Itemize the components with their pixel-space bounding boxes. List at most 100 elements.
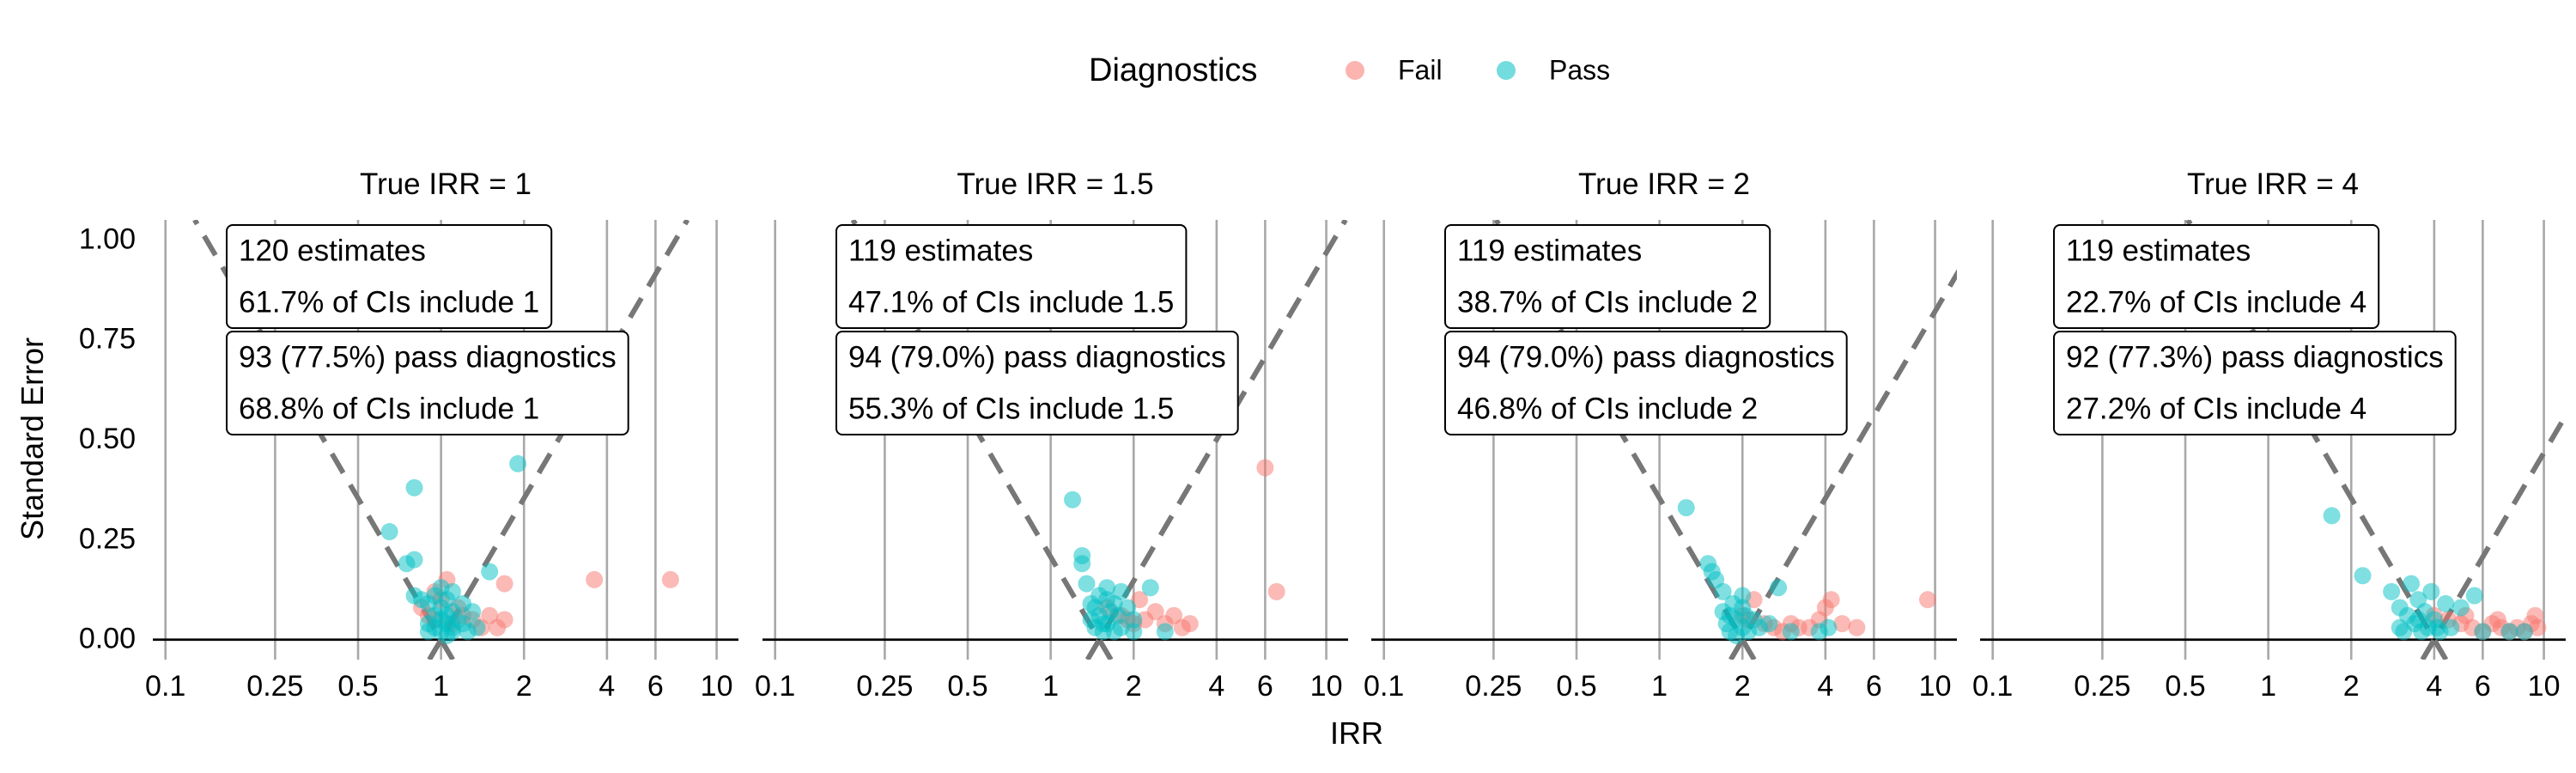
data-point-fail [1256, 459, 1274, 477]
data-point-pass [2437, 594, 2455, 612]
x-tick-label: 4 [2426, 670, 2442, 703]
annotation-pass-line: 46.8% of CIs include 2 [1457, 392, 1758, 425]
data-point-pass [2409, 611, 2427, 629]
data-point-pass [1714, 582, 1732, 600]
x-tick-label: 4 [1817, 670, 1833, 703]
legend-key-pass [1497, 61, 1516, 80]
y-tick-label: 0.50 [79, 423, 136, 455]
x-tick-label: 2 [2343, 670, 2360, 703]
funnel-line [192, 220, 455, 660]
x-tick-label: 6 [1866, 670, 1882, 703]
data-point-pass [2428, 618, 2446, 636]
x-tick-label: 1 [433, 670, 449, 703]
plot-area [153, 220, 738, 660]
annotation-all-border [835, 224, 1188, 329]
data-point-pass [380, 523, 398, 541]
annotation-pass-border [2053, 331, 2457, 435]
data-point-fail [495, 611, 513, 629]
x-tick-label: 10 [1919, 670, 1952, 703]
data-point-pass [2323, 507, 2341, 525]
data-point-pass [509, 454, 527, 472]
annotation-all-line: 22.7% of CIs include 4 [2066, 285, 2366, 319]
data-point-fail [2529, 618, 2547, 636]
data-point-pass [2422, 582, 2440, 600]
annotation-all-line: 119 estimates [1457, 234, 1642, 267]
annotation-pass-line: 94 (79.0%) pass diagnostics [1457, 340, 1835, 374]
data-point-pass [2403, 575, 2421, 593]
annotation-all: 119 estimates 47.1% of CIs include 1.5 [835, 224, 1188, 329]
annotation-all-border [226, 224, 553, 329]
data-point-pass [468, 618, 486, 636]
annotation-pass-line: 92 (77.3%) pass diagnostics [2066, 340, 2444, 374]
data-point-pass [1721, 606, 1739, 624]
data-point-pass [1086, 599, 1104, 617]
data-point-fail [1833, 615, 1851, 633]
annotation-pass-border [1444, 331, 1848, 435]
y-tick-label: 1.00 [79, 222, 136, 255]
annotation-pass-line: 94 (79.0%) pass diagnostics [848, 340, 1226, 374]
data-point-pass [1078, 575, 1096, 593]
data-point-pass [405, 478, 423, 496]
data-point-pass [1098, 579, 1116, 597]
facet-title: True IRR = 4 [2187, 167, 2359, 201]
data-point-pass [2474, 623, 2492, 641]
legend-label-fail: Fail [1398, 54, 1443, 85]
x-axis-label: IRR [1330, 715, 1383, 751]
x-tick-label: 4 [1208, 670, 1224, 703]
data-point-pass [1073, 555, 1091, 573]
x-tick-label: 4 [598, 670, 615, 703]
funnel-line [2185, 220, 2449, 660]
data-point-pass [464, 603, 482, 621]
data-point-pass [481, 563, 499, 581]
data-point-pass [2500, 623, 2518, 641]
data-point-pass [2451, 599, 2470, 617]
data-point-pass [426, 587, 444, 605]
annotation-all: 119 estimates 22.7% of CIs include 4 [2053, 224, 2380, 329]
data-point-fail [1822, 591, 1840, 609]
annotation-pass-line: 68.8% of CIs include 1 [239, 392, 539, 425]
facet-panel: True IRR = 1.5 119 estimates 47.1% of CIs … [755, 167, 1348, 703]
annotation-all-line: 119 estimates [2066, 234, 2251, 267]
funnel-line [850, 220, 1114, 660]
annotation-pass: 93 (77.5%) pass diagnostics 68.8% of CIs … [226, 331, 629, 435]
data-point-pass [2383, 582, 2401, 600]
annotation-pass-line: 27.2% of CIs include 4 [2066, 392, 2366, 425]
legend-key-fail [1346, 61, 1364, 80]
data-point-fail [2488, 611, 2506, 629]
x-tick-label: 0.5 [1556, 670, 1596, 703]
x-tick-label: 2 [1126, 670, 1142, 703]
x-tick-label: 0.1 [145, 670, 185, 703]
data-point-fail [1181, 615, 1199, 633]
annotation-all: 119 estimates 38.7% of CIs include 2 [1444, 224, 1771, 329]
x-tick-label: 0.5 [2165, 670, 2205, 703]
data-point-fail [1165, 606, 1183, 624]
y-tick-label: 0.00 [79, 623, 136, 655]
data-point-pass [1125, 611, 1143, 629]
data-point-pass [1156, 623, 1174, 641]
annotation-pass: 92 (77.3%) pass diagnostics 27.2% of CIs … [2053, 331, 2457, 435]
x-tick-label: 1 [1651, 670, 1668, 703]
funnel-line [427, 220, 690, 660]
annotation-pass-line: 55.3% of CIs include 1.5 [848, 392, 1174, 425]
annotation-pass: 94 (79.0%) pass diagnostics 55.3% of CIs … [835, 331, 1239, 435]
x-tick-label: 6 [2475, 670, 2491, 703]
data-point-fail [1918, 591, 1936, 609]
x-tick-label: 0.1 [1364, 670, 1404, 703]
annotation-all-line: 120 estimates [239, 234, 426, 267]
data-point-pass [1770, 579, 1788, 597]
data-point-fail [586, 570, 604, 588]
data-point-fail [1146, 603, 1164, 621]
x-tick-label: 0.25 [2074, 670, 2130, 703]
facet-title: True IRR = 2 [1578, 167, 1750, 201]
data-point-pass [1734, 587, 1752, 605]
x-tick-label: 10 [1310, 670, 1343, 703]
plot-area [762, 220, 1348, 660]
x-tick-label: 0.25 [1465, 670, 1522, 703]
facet-panel: True IRR = 2 119 estimates 38.7% of CIs in… [1364, 167, 1957, 703]
axis-labels: IRR Standard Error [15, 338, 1383, 751]
annotation-all-border [2053, 224, 2380, 329]
data-point-pass [1094, 615, 1112, 633]
x-tick-label: 0.25 [246, 670, 303, 703]
x-tick-label: 1 [2260, 670, 2276, 703]
x-tick-label: 0.25 [856, 670, 913, 703]
